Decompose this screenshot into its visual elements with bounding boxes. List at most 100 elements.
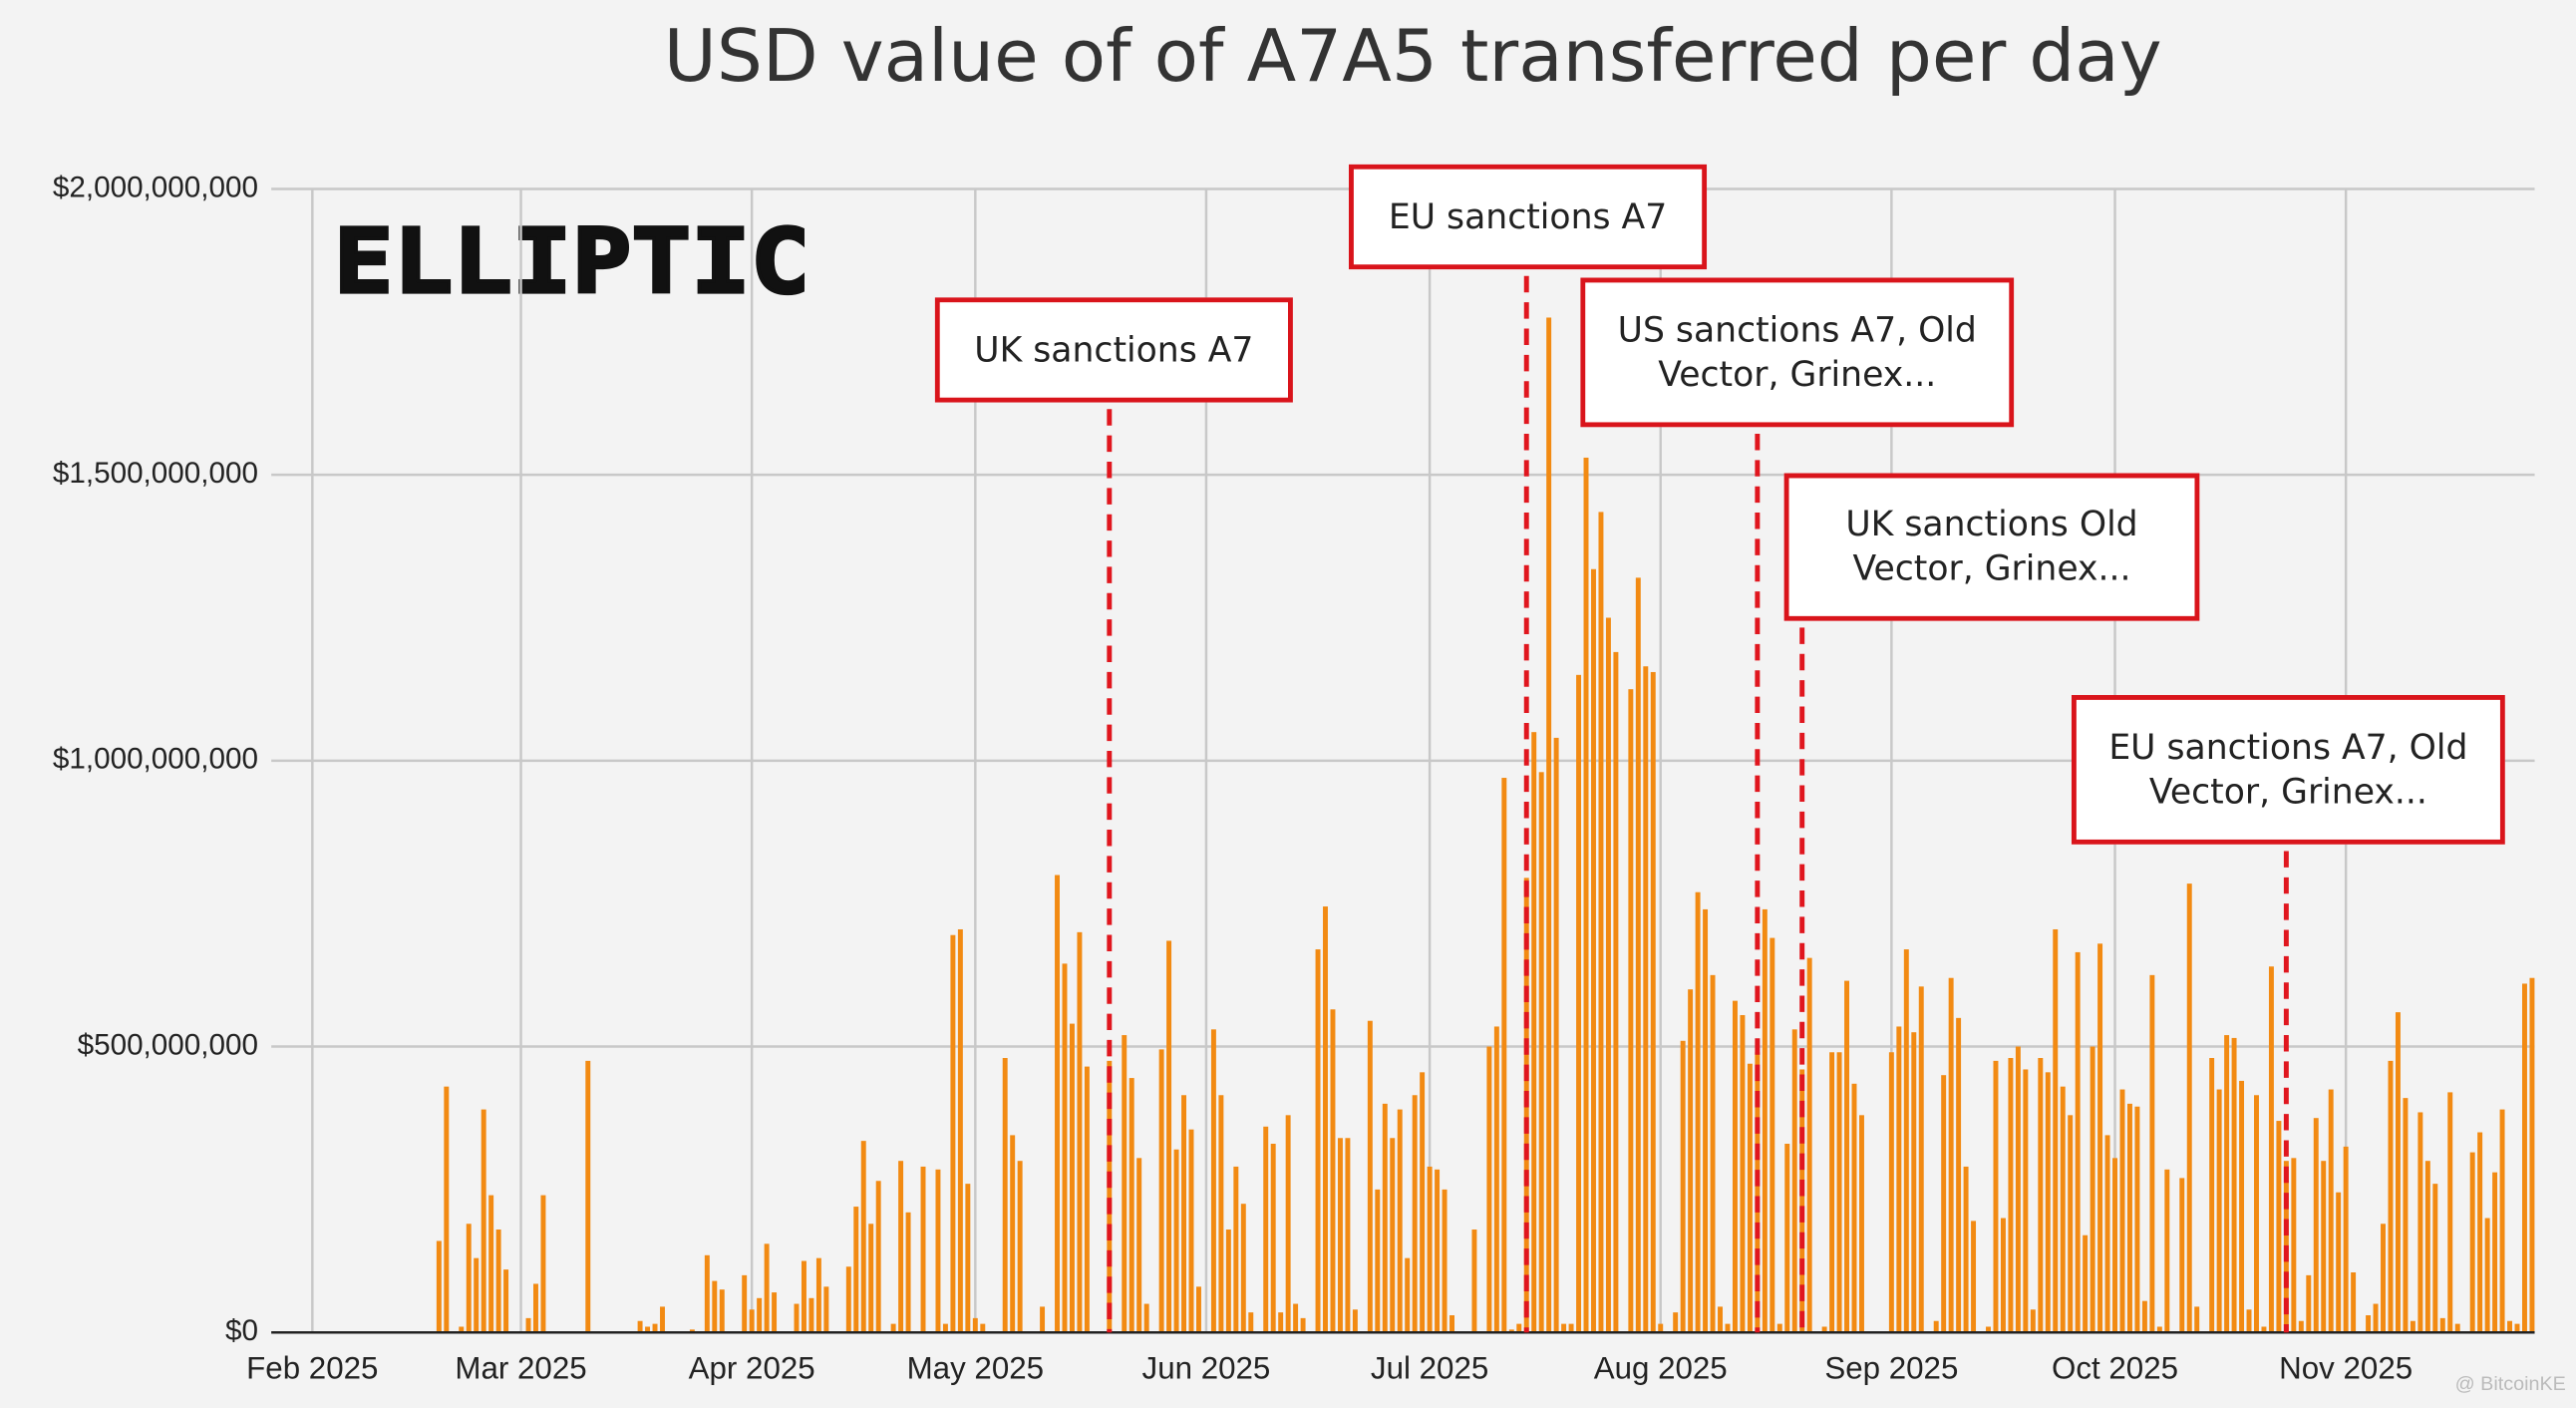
bar — [1449, 1315, 1454, 1333]
bar — [1486, 1046, 1492, 1333]
bar — [2104, 1135, 2110, 1333]
bar — [2053, 928, 2059, 1333]
bar — [1948, 977, 1954, 1333]
bar — [488, 1195, 494, 1333]
bar — [2164, 1169, 2170, 1333]
bar — [2156, 1326, 2162, 1333]
bar — [1583, 457, 1589, 1333]
bar — [2268, 966, 2274, 1333]
bar — [1107, 1060, 1113, 1333]
bar — [704, 1254, 710, 1333]
bar — [1435, 1169, 1441, 1333]
bar — [1181, 1095, 1187, 1333]
bar — [1427, 1166, 1433, 1333]
bar — [1062, 963, 1068, 1333]
bar — [2216, 1089, 2222, 1333]
annotation-text: UK sanctions Old Vector, Grinex... — [1783, 473, 2200, 621]
bar — [2291, 1158, 2297, 1333]
bar — [1821, 1326, 1827, 1333]
bar — [1285, 1115, 1291, 1333]
x-tick-label: Apr 2025 — [689, 1350, 815, 1385]
bar — [2492, 1172, 2498, 1333]
bar — [1695, 891, 1701, 1333]
annotation-box: EU sanctions A7, Old Vector, Grinex... — [2071, 694, 2505, 845]
bar — [533, 1283, 538, 1333]
bar — [1538, 772, 1544, 1333]
bar — [2366, 1315, 2372, 1333]
bar — [2499, 1109, 2505, 1333]
bar — [466, 1224, 472, 1333]
bar — [2381, 1224, 2386, 1333]
bar — [2373, 1303, 2379, 1333]
annotation-box: UK sanctions Old Vector, Grinex... — [1783, 473, 2200, 621]
x-tick-label: Aug 2025 — [1594, 1350, 1728, 1385]
bar — [2030, 1309, 2036, 1333]
bar — [1747, 1063, 1753, 1333]
bar — [1703, 908, 1709, 1333]
bar — [950, 934, 956, 1333]
bar — [2522, 983, 2527, 1333]
annotation-text: UK sanctions A7 — [934, 297, 1293, 403]
bar — [1956, 1017, 1962, 1333]
bar — [1806, 957, 1812, 1333]
bar — [1896, 1026, 1902, 1333]
bar — [1248, 1312, 1254, 1333]
bar — [2477, 1132, 2483, 1333]
bar — [2432, 1184, 2438, 1333]
bar — [1077, 931, 1083, 1333]
bar — [2194, 1306, 2200, 1333]
bar — [525, 1317, 531, 1333]
bar — [1069, 1023, 1075, 1333]
bar — [2328, 1089, 2334, 1333]
bar — [1859, 1115, 1864, 1333]
bar — [1628, 689, 1634, 1333]
bar — [2000, 1218, 2006, 1333]
bar — [2514, 1323, 2520, 1333]
bar — [1010, 1135, 1016, 1333]
bar — [2447, 1092, 2453, 1333]
bar — [1836, 1052, 1842, 1333]
bar — [1844, 980, 1850, 1333]
bar — [823, 1286, 829, 1333]
bar — [2261, 1326, 2267, 1333]
bar — [1673, 1312, 1679, 1333]
bar — [1293, 1303, 1299, 1333]
bar — [2306, 1274, 2312, 1333]
bar — [2038, 1057, 2044, 1333]
bar — [2276, 1121, 2282, 1333]
bar — [1508, 1329, 1514, 1333]
bar — [495, 1230, 501, 1333]
bar — [2119, 1089, 2125, 1333]
bar — [957, 928, 963, 1333]
bar — [1352, 1309, 1358, 1333]
bar — [860, 1141, 866, 1333]
bar — [1993, 1060, 1999, 1333]
x-tick-label: Jul 2025 — [1371, 1350, 1488, 1385]
bar — [1188, 1129, 1194, 1333]
bar — [815, 1257, 821, 1333]
bar — [1412, 1095, 1418, 1333]
bar — [2126, 1103, 2132, 1333]
bar — [585, 1060, 591, 1333]
bar — [1158, 1049, 1164, 1333]
bar — [1591, 568, 1596, 1333]
bar — [1918, 986, 1924, 1333]
bar — [2008, 1057, 2014, 1333]
bar — [808, 1297, 814, 1333]
bar — [1323, 906, 1328, 1333]
bar — [1501, 778, 1507, 1333]
annotation-text: US sanctions A7, Old Vector, Grinex... — [1580, 277, 2015, 428]
bar — [1605, 617, 1611, 1333]
bar — [1345, 1138, 1351, 1333]
bar — [1829, 1052, 1835, 1333]
bar — [1300, 1317, 1306, 1333]
bar — [1471, 1230, 1477, 1333]
bar — [1375, 1189, 1381, 1333]
bar — [2410, 1320, 2415, 1333]
bar — [2507, 1320, 2513, 1333]
bar — [935, 1169, 941, 1333]
bar — [2529, 977, 2535, 1333]
bar — [1710, 974, 1716, 1333]
bar — [1084, 1066, 1090, 1333]
